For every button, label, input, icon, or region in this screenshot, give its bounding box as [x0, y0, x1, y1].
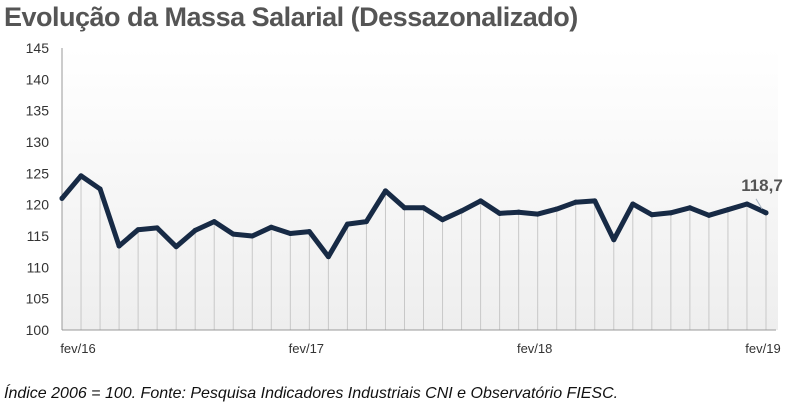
data-point	[516, 209, 522, 215]
source-footnote: Índice 2006 = 100. Fonte: Pesquisa Indic…	[4, 385, 619, 402]
data-point	[211, 219, 217, 225]
data-point	[59, 195, 65, 201]
data-point	[554, 206, 560, 212]
data-point	[744, 201, 750, 207]
data-point	[535, 211, 541, 217]
x-tick-label: fev/17	[289, 341, 324, 356]
data-point	[192, 227, 198, 233]
data-point	[306, 229, 312, 235]
data-point	[78, 173, 84, 179]
data-point	[97, 186, 103, 192]
x-axis: fev/16 fev/17 fev/18 fev/19	[60, 329, 781, 356]
data-point	[687, 205, 693, 211]
series-line	[59, 173, 769, 260]
annotation-leader	[755, 198, 763, 210]
y-tick-label: 135	[26, 103, 50, 119]
y-tick-label: 100	[26, 322, 50, 338]
data-point	[363, 219, 369, 225]
data-point	[135, 227, 141, 233]
annotations: 118,7	[741, 176, 783, 210]
x-tick-label: fev/18	[517, 341, 552, 356]
data-point	[725, 207, 731, 213]
gridlines	[61, 175, 767, 330]
y-tick-label: 105	[26, 291, 50, 307]
data-point	[459, 208, 465, 214]
data-point	[344, 221, 350, 227]
y-tick-label: 145	[26, 40, 50, 56]
x-tick-label: fev/19	[745, 341, 780, 356]
y-tick-label: 125	[26, 165, 50, 181]
data-label-last: 118,7	[741, 176, 783, 195]
data-point	[173, 244, 179, 250]
data-point	[763, 210, 769, 216]
data-point	[497, 210, 503, 216]
data-point	[440, 217, 446, 223]
data-point	[287, 230, 293, 236]
data-point	[630, 201, 636, 207]
plot-area	[62, 48, 778, 330]
data-point	[325, 254, 331, 260]
data-point	[478, 198, 484, 204]
data-point	[154, 225, 160, 231]
y-tick-label: 115	[27, 228, 50, 244]
data-point	[268, 224, 274, 230]
data-point	[649, 212, 655, 218]
data-point	[573, 199, 579, 205]
y-tick-label: 140	[26, 71, 50, 87]
data-point	[421, 205, 427, 211]
x-tick-label: fev/16	[60, 341, 95, 356]
y-tick-label: 120	[26, 197, 50, 213]
y-tick-label: 130	[26, 134, 50, 150]
data-point	[116, 243, 122, 249]
data-point	[611, 237, 617, 243]
series-layer	[59, 173, 769, 260]
data-point	[382, 188, 388, 194]
data-point	[249, 233, 255, 239]
data-point	[706, 212, 712, 218]
data-point	[230, 231, 236, 237]
chart-title: Evolução da Massa Salarial (Dessazonaliz…	[4, 2, 578, 32]
data-point	[668, 210, 674, 216]
data-point	[401, 205, 407, 211]
data-point	[592, 198, 598, 204]
y-tick-label: 110	[27, 259, 50, 275]
y-axis: 100 105 110 115 120 125 130 135 140 145	[26, 40, 63, 338]
